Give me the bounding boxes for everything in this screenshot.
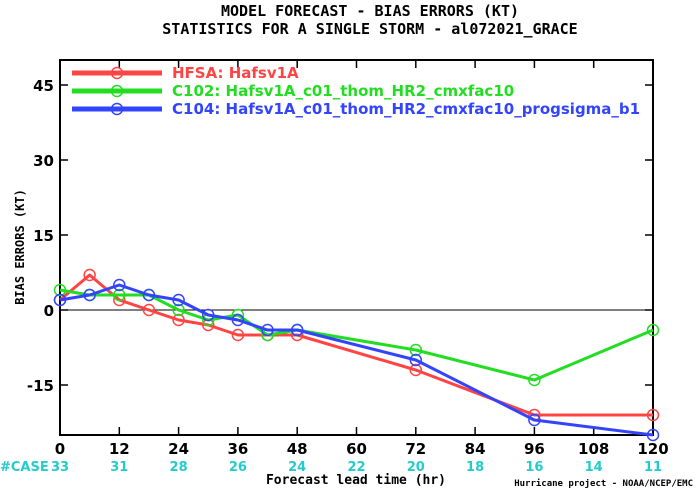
case-count: 16 (525, 460, 543, 475)
data-point (231, 313, 245, 327)
case-count: 11 (644, 460, 662, 475)
y-tick-label: 15 (33, 227, 54, 245)
x-axis-label: Forecast lead time (hr) (266, 473, 446, 488)
data-point (409, 363, 423, 377)
y-tick-label: 0 (44, 302, 54, 320)
case-count: 14 (585, 460, 603, 475)
x-tick-label: 96 (524, 440, 545, 458)
data-point (53, 293, 67, 307)
x-tick-label: 84 (465, 440, 486, 458)
chart-subtitle: STATISTICS FOR A SINGLE STORM - al072021… (162, 20, 577, 38)
x-tick-label: 48 (287, 440, 308, 458)
data-point (409, 343, 423, 357)
data-point (261, 323, 274, 337)
data-point (528, 373, 541, 387)
case-label: #CASE (0, 460, 49, 475)
x-tick-label: 0 (55, 440, 65, 458)
case-count-row: 33 31 28 26 24 22 20 18 16 14 11 (51, 460, 662, 475)
data-point (290, 323, 304, 337)
legend-marker (110, 84, 124, 98)
data-point (53, 283, 67, 297)
x-axis: 0 12 24 36 48 60 72 84 96 108 120 (55, 60, 669, 458)
data-point (172, 303, 185, 317)
x-tick-label: 72 (405, 440, 426, 458)
data-point (172, 293, 185, 307)
legend-marker (110, 66, 124, 80)
data-point (409, 353, 423, 367)
x-tick-label: 120 (637, 440, 668, 458)
case-count: 33 (51, 460, 69, 475)
x-tick-label: 60 (346, 440, 367, 458)
data-point (142, 288, 156, 302)
x-tick-label: 12 (109, 440, 130, 458)
chart-title: MODEL FORECAST - BIAS ERRORS (KT) (221, 2, 519, 20)
legend-label: C102: Hafsv1A_c01_thom_HR2_cmxfac10 (172, 82, 514, 100)
case-count: 18 (466, 460, 484, 475)
series-group (53, 268, 660, 442)
y-axis-label: BIAS ERRORS (KT) (13, 189, 27, 305)
y-tick-label: -15 (27, 377, 54, 395)
data-point (646, 323, 660, 337)
case-count: 20 (407, 460, 425, 475)
legend-label: HFSA: Hafsv1A (172, 64, 299, 82)
data-point (231, 328, 245, 342)
data-point (646, 428, 660, 442)
y-axis: 45 30 15 0 -15 (27, 77, 653, 395)
data-point (172, 313, 185, 327)
x-tick-label: 108 (578, 440, 609, 458)
data-point (83, 268, 96, 282)
data-point (646, 408, 660, 422)
data-point (142, 303, 156, 317)
case-count: 22 (347, 460, 365, 475)
y-tick-label: 30 (33, 152, 54, 170)
case-count: 24 (288, 460, 306, 475)
data-point (113, 278, 126, 292)
x-tick-label: 36 (227, 440, 248, 458)
data-point (113, 288, 126, 302)
data-point (83, 288, 96, 302)
legend-marker (110, 102, 124, 116)
x-tick-label: 24 (168, 440, 189, 458)
data-point (202, 308, 215, 322)
credit-text: Hurricane project - NOAA/NCEP/EMC (514, 478, 693, 489)
y-tick-label: 45 (33, 77, 54, 95)
case-count: 28 (170, 460, 188, 475)
case-count: 26 (229, 460, 247, 475)
case-count: 31 (110, 460, 128, 475)
legend-label: C104: Hafsv1A_c01_thom_HR2_cmxfac10_prog… (172, 100, 640, 118)
data-point (528, 413, 541, 427)
